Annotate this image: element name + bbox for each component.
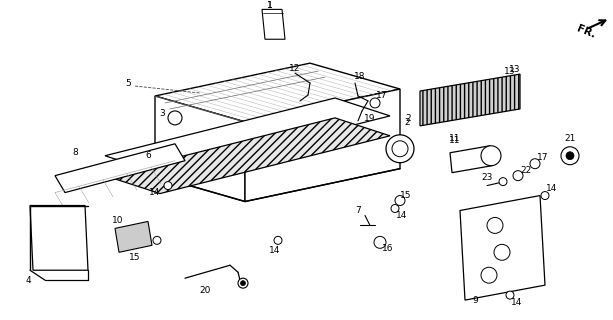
Text: 14: 14 [150, 188, 161, 197]
Circle shape [153, 236, 161, 244]
Text: 20: 20 [199, 286, 211, 295]
Text: 6: 6 [145, 151, 151, 160]
Circle shape [386, 135, 414, 163]
Text: 3: 3 [159, 109, 165, 118]
Circle shape [240, 281, 245, 286]
Polygon shape [105, 98, 390, 174]
Text: 17: 17 [537, 153, 549, 162]
Polygon shape [262, 9, 285, 39]
Text: 2: 2 [404, 118, 410, 127]
Text: 1: 1 [267, 1, 273, 10]
Text: 11: 11 [449, 136, 461, 145]
Polygon shape [115, 221, 152, 252]
Text: 11: 11 [449, 134, 461, 143]
Text: 5: 5 [125, 78, 131, 88]
Circle shape [391, 204, 399, 212]
Circle shape [541, 192, 549, 200]
Text: 8: 8 [72, 148, 78, 157]
Text: 4: 4 [25, 276, 31, 285]
Circle shape [168, 111, 182, 125]
Text: 2: 2 [405, 114, 411, 124]
Text: 23: 23 [481, 173, 493, 182]
Circle shape [392, 141, 408, 157]
Circle shape [164, 182, 172, 189]
Circle shape [506, 291, 514, 299]
Circle shape [395, 196, 405, 205]
Text: 14: 14 [546, 184, 558, 193]
Circle shape [374, 236, 386, 248]
Text: 13: 13 [509, 65, 521, 74]
Text: 17: 17 [376, 92, 388, 100]
Circle shape [238, 278, 248, 288]
Circle shape [274, 236, 282, 244]
Text: 15: 15 [129, 253, 141, 262]
Polygon shape [450, 146, 492, 173]
Text: 9: 9 [472, 296, 478, 305]
Circle shape [499, 178, 507, 186]
Polygon shape [155, 63, 400, 122]
Polygon shape [155, 96, 245, 202]
Text: 12: 12 [289, 64, 301, 73]
Text: 1: 1 [267, 1, 273, 10]
Circle shape [481, 267, 497, 283]
Text: 15: 15 [400, 191, 412, 200]
Circle shape [530, 159, 540, 169]
Text: 14: 14 [397, 211, 408, 220]
Text: 19: 19 [364, 114, 376, 124]
Text: 14: 14 [511, 298, 523, 307]
Circle shape [481, 146, 501, 166]
Circle shape [566, 152, 574, 160]
Text: 16: 16 [383, 244, 394, 253]
Polygon shape [245, 89, 400, 202]
Circle shape [370, 98, 380, 108]
Circle shape [494, 244, 510, 260]
Polygon shape [55, 144, 185, 193]
Text: 14: 14 [269, 246, 281, 255]
Circle shape [487, 218, 503, 233]
Polygon shape [105, 118, 390, 194]
Text: 13: 13 [504, 67, 516, 76]
Circle shape [561, 147, 579, 165]
Text: FR.: FR. [575, 24, 596, 41]
Polygon shape [420, 74, 520, 126]
Polygon shape [30, 205, 88, 270]
Text: 7: 7 [355, 206, 361, 215]
Polygon shape [460, 196, 545, 300]
Text: 22: 22 [520, 166, 531, 175]
Text: 10: 10 [112, 216, 124, 225]
Circle shape [513, 171, 523, 180]
Text: 18: 18 [354, 72, 366, 81]
Text: 21: 21 [565, 134, 576, 143]
